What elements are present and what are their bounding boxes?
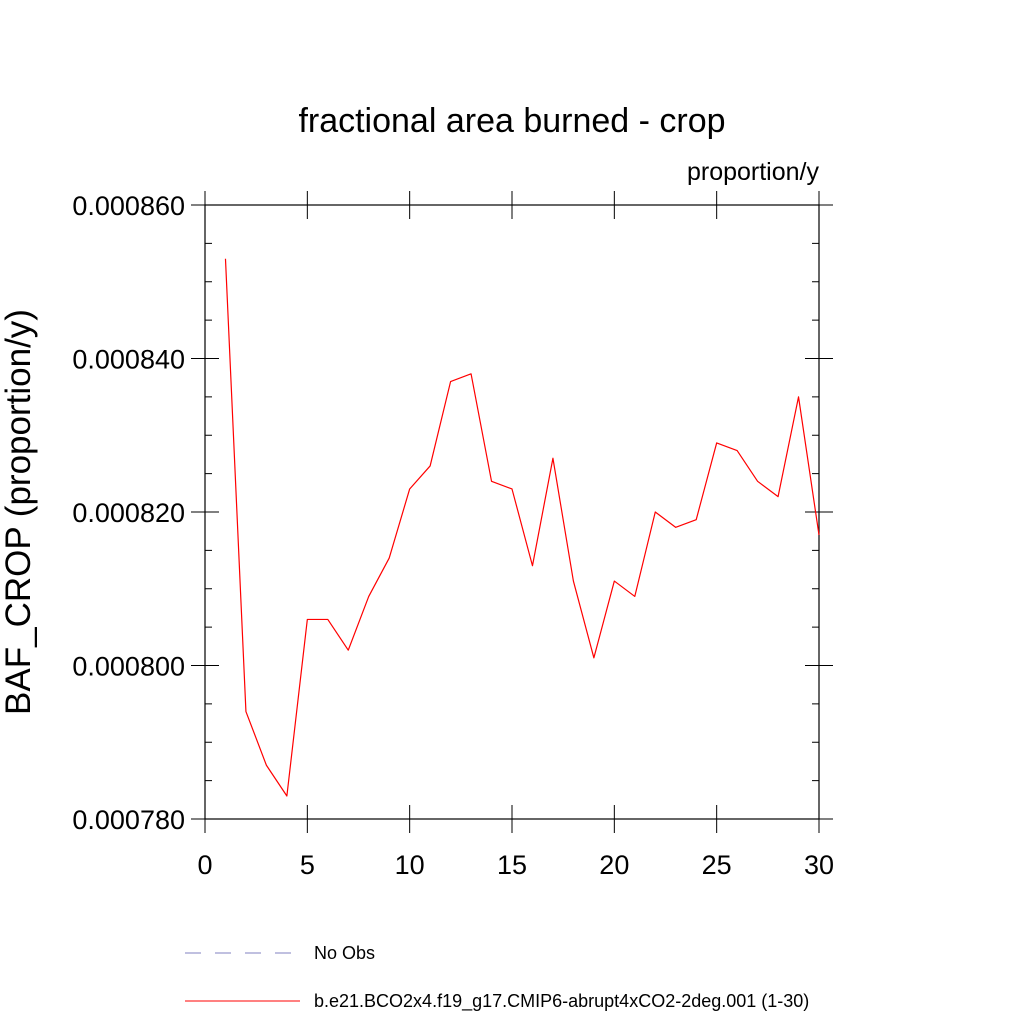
- x-tick-label: 0: [197, 850, 212, 880]
- chart-title: fractional area burned - crop: [298, 102, 725, 140]
- y-tick-label: 0.000780: [72, 805, 185, 835]
- legend-label-no-obs: No Obs: [314, 943, 375, 963]
- x-tick-label: 5: [300, 850, 315, 880]
- series-line-model-run: [224, 258, 820, 797]
- units-label: proportion/y: [687, 158, 820, 186]
- legend: No Obs b.e21.BCO2x4.f19_g17.CMIP6-abrupt…: [185, 943, 809, 1012]
- x-tick-label: 15: [497, 850, 527, 880]
- x-tick-label: 20: [599, 850, 629, 880]
- y-tick-label: 0.000860: [72, 191, 185, 221]
- x-tick-label: 25: [702, 850, 732, 880]
- plot-frame: [204, 204, 820, 820]
- x-axis-tick-labels: 0 5 10 15 20 25 30: [197, 850, 834, 880]
- x-tick-label: 30: [804, 850, 834, 880]
- y-tick-label: 0.000800: [72, 652, 185, 682]
- series-layer: [224, 258, 820, 797]
- y-axis-ticks: [191, 204, 833, 820]
- x-tick-label: 10: [395, 850, 425, 880]
- y-tick-label: 0.000820: [72, 498, 185, 528]
- x-axis-ticks: [204, 191, 820, 833]
- y-axis-label: BAF_CROP (proportion/y): [0, 309, 38, 715]
- y-axis-tick-labels: 0.000780 0.000800 0.000820 0.000840 0.000860: [72, 191, 185, 835]
- y-tick-label: 0.000840: [72, 345, 185, 375]
- legend-label-model-run: b.e21.BCO2x4.f19_g17.CMIP6-abrupt4xCO2-2…: [314, 991, 809, 1012]
